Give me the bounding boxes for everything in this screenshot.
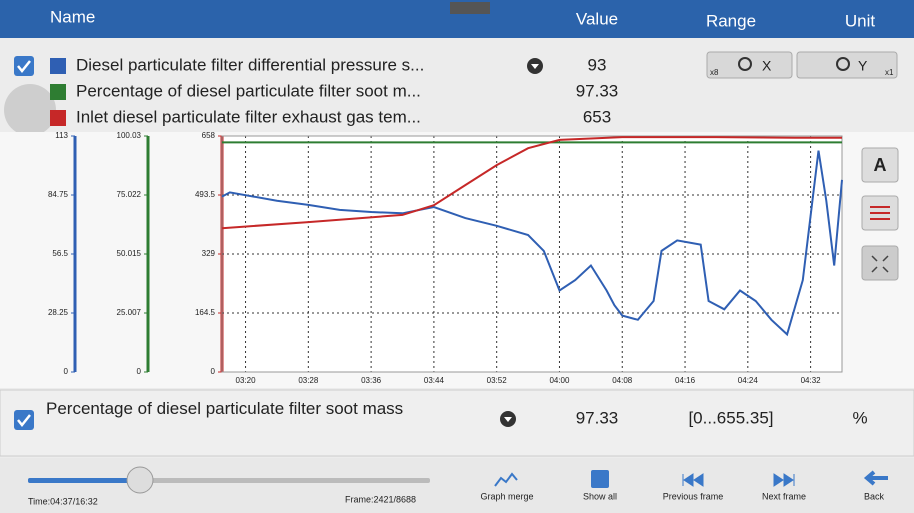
zoom-y-button[interactable] bbox=[796, 51, 898, 79]
series-value: 653 bbox=[583, 107, 611, 126]
y-tick-label: 56.5 bbox=[52, 249, 68, 258]
y-tick-label: 0 bbox=[211, 367, 216, 376]
dropdown-arrow bbox=[504, 417, 512, 422]
series-swatch bbox=[50, 58, 66, 74]
y-tick-label: 0 bbox=[137, 367, 142, 376]
series-value: 93 bbox=[588, 55, 607, 74]
series-name: Percentage of diesel particulate filter … bbox=[76, 81, 421, 100]
check-mark bbox=[17, 60, 31, 74]
footer-button-label[interactable]: Next frame bbox=[762, 491, 806, 501]
previous-icon bbox=[682, 473, 704, 487]
selected-name-box: Percentage of diesel particulate filter … bbox=[46, 399, 404, 418]
show-all-icon bbox=[591, 470, 609, 488]
series-line bbox=[221, 150, 843, 337]
font-button[interactable] bbox=[861, 147, 899, 183]
slider-knob[interactable] bbox=[126, 466, 154, 494]
x-tick-label: 04:32 bbox=[801, 376, 822, 385]
graph-merge-icon bbox=[494, 472, 518, 487]
zoom-x-button[interactable] bbox=[706, 51, 793, 79]
selected-name: Percentage of diesel particulate filter … bbox=[46, 399, 404, 418]
zoom-y-factor: x1 bbox=[885, 68, 894, 77]
font-button-label: A bbox=[874, 155, 887, 175]
x-tick-label: 03:52 bbox=[487, 376, 508, 385]
selected-row[interactable] bbox=[0, 389, 914, 457]
y-tick-label: 113 bbox=[55, 131, 68, 140]
check-mark bbox=[17, 414, 31, 428]
series-line bbox=[221, 136, 842, 230]
zoom-icon bbox=[738, 57, 752, 71]
back-icon bbox=[863, 470, 888, 486]
next-icon bbox=[773, 473, 795, 487]
series-value: 97.33 bbox=[576, 81, 619, 100]
zoom-y-label: Y bbox=[858, 58, 868, 74]
zoom-x-factor: x8 bbox=[710, 68, 719, 77]
footer-button-label[interactable]: Show all bbox=[583, 491, 617, 501]
drag-handle[interactable] bbox=[450, 2, 490, 14]
fullscreen-icon bbox=[871, 255, 889, 273]
chart: 03:20 03:28 03:36 03:44 03:52 04:00 04:08 04:16… bbox=[48, 131, 843, 385]
x-tick-label: 04:16 bbox=[675, 376, 696, 385]
footer-buttons: Graph merge Show all Previous frame Next fr… bbox=[480, 491, 884, 501]
checkbox[interactable] bbox=[14, 56, 34, 76]
header-range: Range bbox=[706, 11, 756, 30]
series-name: Diesel particulate filter differential p… bbox=[76, 55, 424, 74]
plot-border bbox=[221, 135, 843, 373]
time-label: Time:04:37/16:32 bbox=[28, 496, 98, 506]
y-tick-label: 329 bbox=[202, 249, 216, 258]
zoom-x-label: X bbox=[762, 58, 772, 74]
header-unit: Unit bbox=[845, 11, 876, 30]
dropdown-arrow bbox=[531, 64, 539, 69]
footer-button-label[interactable]: Previous frame bbox=[663, 491, 724, 501]
footer bbox=[0, 458, 914, 513]
selected-range: [0...655.35] bbox=[688, 408, 773, 427]
x-tick-label: 04:08 bbox=[612, 376, 633, 385]
series-name: Inlet diesel particulate filter exhaust … bbox=[76, 107, 421, 126]
zoom-icon bbox=[836, 57, 850, 71]
x-tick-label: 03:36 bbox=[361, 376, 382, 385]
x-tick-label: 03:44 bbox=[424, 376, 445, 385]
y-tick-label: 25.007 bbox=[117, 308, 142, 317]
x-tick-label: 04:00 bbox=[549, 376, 570, 385]
fullscreen-button[interactable] bbox=[861, 245, 899, 281]
y-tick-label: 50.015 bbox=[117, 249, 142, 258]
y-tick-label: 75.022 bbox=[117, 190, 142, 199]
y-tick-label: 164.5 bbox=[195, 308, 216, 317]
y-tick-label: 84.75 bbox=[48, 190, 69, 199]
x-tick-label: 03:28 bbox=[298, 376, 319, 385]
footer-button-label[interactable]: Graph merge bbox=[480, 491, 533, 501]
y-tick-label: 100.03 bbox=[117, 131, 142, 140]
x-tick-label: 04:24 bbox=[738, 376, 759, 385]
selected-unit: % bbox=[852, 408, 867, 427]
legend-icon bbox=[870, 206, 890, 220]
slider-fill bbox=[28, 478, 140, 483]
series-swatch bbox=[50, 110, 66, 126]
y-tick-label: 0 bbox=[64, 367, 69, 376]
checkbox[interactable] bbox=[14, 410, 34, 430]
floating-button[interactable] bbox=[4, 84, 56, 136]
frame-label: Frame:2421/8688 bbox=[345, 494, 416, 504]
y-tick-label: 658 bbox=[202, 131, 216, 140]
y-tick-label: 493.5 bbox=[195, 190, 216, 199]
header-value: Value bbox=[576, 9, 618, 28]
series-swatch bbox=[50, 84, 66, 100]
y-tick-label: 28.25 bbox=[48, 308, 69, 317]
x-tick-label: 03:20 bbox=[236, 376, 257, 385]
selected-value: 97.33 bbox=[576, 408, 619, 427]
footer-button-label[interactable]: Back bbox=[864, 491, 885, 501]
header-name: Name bbox=[50, 7, 95, 26]
